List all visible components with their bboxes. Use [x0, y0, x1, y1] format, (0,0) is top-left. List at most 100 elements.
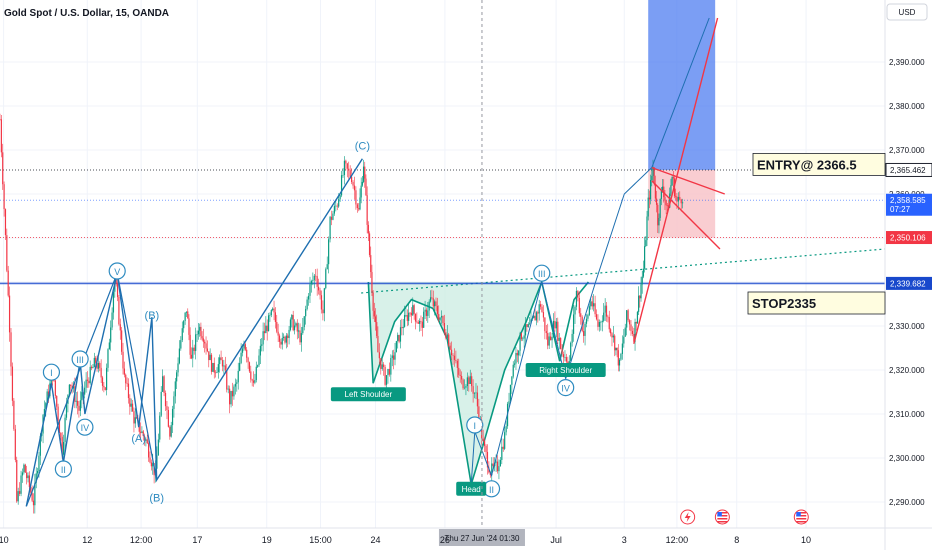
currency-button[interactable]: USD — [886, 3, 928, 21]
candle-body — [652, 167, 654, 176]
pennant-lower[interactable] — [651, 180, 721, 250]
candle-body — [10, 332, 12, 367]
candle-body — [626, 310, 628, 328]
candle-body — [603, 312, 605, 321]
pattern-label: Right Shoulder — [539, 366, 592, 375]
profit-zone[interactable] — [648, 0, 716, 170]
candle-body — [624, 327, 626, 337]
candle-body — [106, 367, 108, 390]
callouts[interactable]: ENTRY@ 2366.5 STOP2335 — [747, 152, 886, 315]
candle-body — [244, 344, 246, 350]
candle-body — [224, 365, 226, 371]
candle-body — [139, 431, 142, 433]
candle-body — [348, 168, 350, 171]
candle-body — [254, 380, 256, 383]
candle-body — [27, 475, 29, 479]
candle-body — [558, 337, 560, 341]
candle-body — [177, 363, 179, 373]
candle-body — [498, 466, 500, 472]
time-tick-label: 12:00 — [130, 535, 153, 545]
candle-body — [65, 403, 68, 418]
pennant-upper[interactable] — [651, 166, 725, 195]
projection-line[interactable] — [633, 17, 719, 344]
entry-callout-text: ENTRY@ 2366.5 — [757, 157, 857, 172]
candle-body — [427, 310, 429, 316]
event-icons[interactable] — [680, 509, 809, 525]
candle-body — [170, 425, 172, 437]
candle-body — [608, 317, 610, 330]
candle-body — [597, 319, 599, 327]
candle-body — [178, 348, 180, 364]
candle-body — [209, 354, 211, 361]
candle-body — [654, 184, 656, 199]
candle-body — [511, 376, 513, 385]
candle-body — [555, 321, 557, 329]
candle-body — [187, 311, 189, 319]
candle-body — [431, 297, 433, 299]
candle-body — [605, 305, 608, 317]
candle-body — [328, 239, 330, 265]
candle-body — [492, 463, 494, 466]
candle-body — [230, 390, 232, 405]
candle-body — [649, 179, 652, 200]
candle-body — [7, 270, 9, 296]
candle-body — [31, 492, 33, 501]
time-tick-label: 19 — [262, 535, 272, 545]
candle-body — [520, 333, 523, 340]
candle-body — [491, 463, 493, 476]
candle-body — [35, 473, 37, 483]
candle-body — [405, 315, 407, 316]
candle-body — [383, 364, 385, 367]
head-and-shoulders-pattern[interactable] — [361, 248, 886, 485]
candle-body — [359, 197, 361, 210]
candle-body — [45, 403, 47, 409]
candle-body — [316, 276, 318, 287]
candle-body — [456, 360, 458, 368]
candle-body — [340, 175, 343, 196]
candle-body — [204, 341, 206, 344]
price-tick-label: 2,380.000 — [889, 102, 925, 111]
pattern-outline[interactable] — [367, 279, 590, 485]
candle-body — [512, 364, 514, 377]
candle-body — [534, 315, 536, 321]
candle-body — [403, 315, 406, 327]
candle-body — [367, 224, 369, 234]
stop-callout-box[interactable] — [747, 291, 886, 315]
candle-body — [269, 315, 271, 316]
candle-body — [247, 357, 249, 363]
candle-body — [212, 362, 214, 372]
candle-body — [70, 384, 72, 386]
price-tick-label: 2,320.000 — [889, 366, 925, 375]
candle-body — [449, 345, 451, 350]
time-axis[interactable]: 10 12 12:00 17 19 15:00 24 26 Jul 3 12:00 8 10 — [0, 535, 811, 545]
long-position-tool[interactable] — [648, 0, 716, 238]
candle-body — [345, 160, 347, 164]
candle-body — [88, 380, 90, 384]
candle-body — [401, 327, 403, 329]
loss-zone[interactable] — [648, 169, 716, 238]
flag-stripe — [717, 518, 728, 520]
candle-body — [594, 303, 596, 315]
wave-primary-path[interactable] — [25, 158, 363, 507]
candle-body — [326, 264, 328, 270]
candle-body — [670, 185, 672, 194]
candle-body — [53, 380, 55, 381]
candle-body — [672, 177, 674, 179]
time-tick-label: 3 — [622, 535, 627, 545]
candle-body — [121, 330, 123, 352]
pattern-label-bg — [525, 363, 606, 377]
candle-body — [630, 324, 632, 331]
entry-callout-box[interactable] — [752, 152, 886, 176]
wave-impulse-path[interactable] — [470, 17, 710, 485]
candle-body — [564, 357, 566, 358]
candle-body — [618, 359, 621, 366]
candle-body — [104, 387, 106, 390]
candle-body — [93, 357, 95, 368]
candle-body — [75, 400, 77, 402]
candle-body — [522, 338, 524, 340]
candle-body — [384, 366, 386, 385]
candle-body — [561, 348, 563, 355]
candle-body — [429, 297, 432, 302]
